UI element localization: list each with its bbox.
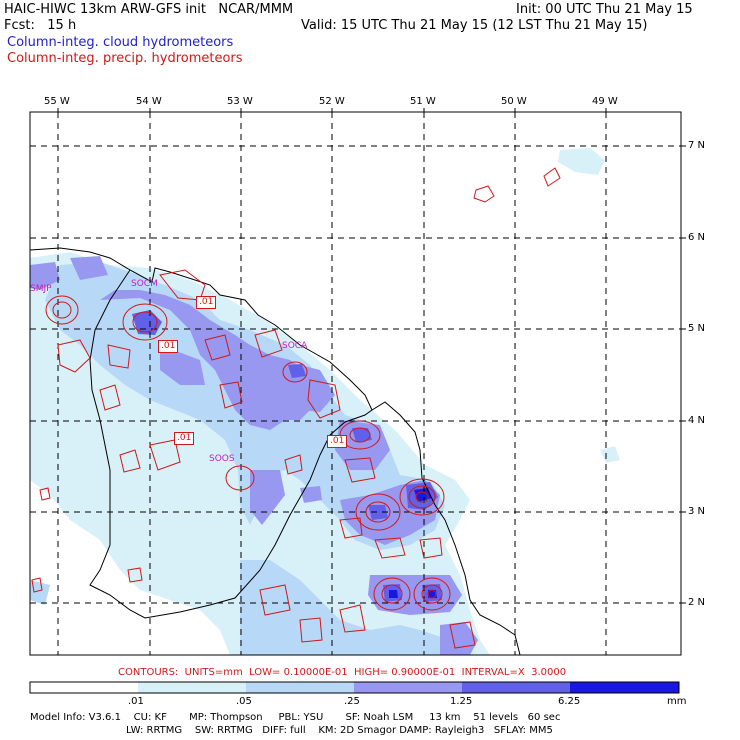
lat-label-3n: 3 N	[688, 506, 706, 517]
lat-label-2n: 2 N	[688, 597, 706, 608]
colorbar-units: mm	[667, 696, 687, 707]
colorbar-bin-4	[462, 682, 570, 693]
lon-label-50w: 50 W	[501, 96, 527, 107]
init-time: Init: 00 UTC Thu 21 May 15	[516, 2, 693, 17]
contour-label: .01	[327, 435, 348, 448]
colorbar	[29, 681, 680, 694]
colorbar-bin-2	[246, 682, 354, 693]
lat-label-6n: 6 N	[688, 232, 706, 243]
colorbar-tick: .05	[236, 696, 252, 707]
map-title: HAIC-HIWC 13km ARW-GFS init NCAR/MMM	[4, 2, 294, 17]
lat-label-5n: 5 N	[688, 323, 706, 334]
contour-label: .01	[158, 340, 179, 353]
lat-label-4n: 4 N	[688, 415, 706, 426]
lon-label-53w: 53 W	[227, 96, 253, 107]
station-smjp: SMJP	[30, 284, 52, 294]
model-info-line2: LW: RRTMG SW: RRTMG DIFF: full KM: 2D Sm…	[126, 725, 553, 736]
lat-ticks	[681, 145, 686, 604]
map-frame	[29, 111, 682, 656]
colorbar-tick: .25	[344, 696, 360, 707]
colorbar-frame	[29, 681, 680, 694]
colorbar-bin-1	[138, 682, 246, 693]
cloud-field-label: Column-integ. cloud hydrometeors	[7, 35, 234, 50]
colorbar-bin-5	[570, 682, 679, 693]
contour-info: CONTOURS: UNITS=mm LOW= 0.10000E-01 HIGH…	[118, 667, 567, 678]
lon-label-55w: 55 W	[44, 96, 70, 107]
valid-time: Valid: 15 UTC Thu 21 May 15 (12 LST Thu …	[301, 18, 648, 33]
colorbar-tick: .01	[128, 696, 144, 707]
contour-label: .01	[196, 296, 217, 309]
lon-label-49w: 49 W	[592, 96, 618, 107]
lat-label-7n: 7 N	[688, 140, 706, 151]
colorbar-bin-3	[354, 682, 462, 693]
lon-label-52w: 52 W	[319, 96, 345, 107]
contour-label: .01	[174, 432, 195, 445]
latlon-grid	[30, 112, 681, 655]
model-info-line1: Model Info: V3.6.1 CU: KF MP: Thompson P…	[30, 712, 561, 723]
lon-ticks	[57, 108, 607, 112]
coastline-borders	[30, 247, 521, 655]
colorbar-bin-0	[30, 682, 138, 693]
colorbar-tick: 6.25	[558, 696, 581, 707]
forecast-hour: Fcst: 15 h	[4, 18, 77, 33]
lon-label-51w: 51 W	[410, 96, 436, 107]
precip-field-label: Column-integ. precip. hydrometeors	[7, 51, 243, 66]
colorbar-tick: 1.25	[450, 696, 473, 707]
station-socm: SOCM	[131, 279, 158, 289]
station-soos: SOOS	[209, 454, 235, 464]
station-soca: SOCA	[282, 341, 308, 351]
precip-contours	[31, 167, 561, 649]
lon-label-54w: 54 W	[136, 96, 162, 107]
